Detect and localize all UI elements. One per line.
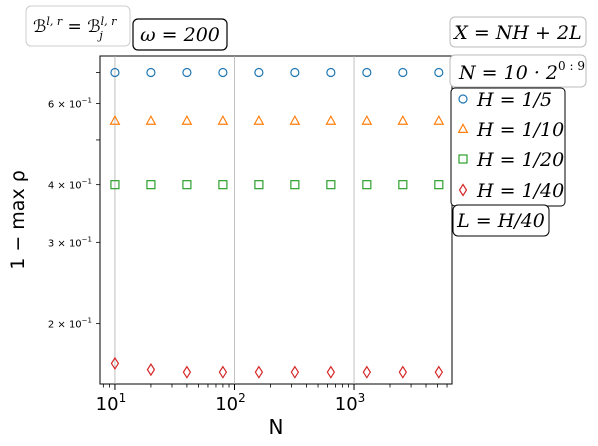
x-tick-label: 101 [96,391,127,415]
data-point [290,180,300,190]
data-point [290,67,300,78]
data-point [326,67,336,78]
data-point [326,180,336,190]
data-point [146,180,156,190]
data-point [218,180,228,190]
data-point [145,114,157,125]
data-point [182,180,192,190]
axes: 101 102 103 6 × 10−1 4 × 10−1 3 × 10−1 2 × 10−… [48,72,448,415]
data-point [110,180,120,190]
legend-item: H = 1/5 [458,89,552,111]
legend-marker [457,123,469,133]
data-point [109,114,121,125]
x-formula-text: X = NH + 2L [452,22,581,44]
data-point [362,67,372,78]
y-tick-label: 2 × 10−1 [48,317,92,331]
legend-marker [458,183,468,197]
series-2 [109,114,445,125]
series-3 [110,180,444,190]
data-point [218,365,228,379]
legend-marker [458,154,468,164]
data-point [361,114,373,125]
data-point [325,114,337,125]
legend-label: H = 1/40 [476,180,564,202]
legend-item: H = 1/40 [458,180,564,202]
data-point [182,365,192,379]
data-point [362,365,372,379]
data-point [398,365,408,379]
data-point [290,365,300,379]
data-point [110,356,120,371]
y-tick-label: 4 × 10−1 [48,178,92,192]
x-tick-label: 103 [335,391,366,415]
l-formula-annotation: L = H/40 [452,204,550,237]
data-point [146,67,156,78]
data-point [289,114,301,125]
legend-label: H = 1/20 [476,149,564,171]
x-formula-annotation: X = NH + 2L [449,16,587,48]
data-point [326,365,336,379]
l-formula-text: L = H/40 [456,210,545,232]
data-point [146,363,156,377]
y-axis-label: 1 − max ρ [7,170,29,270]
legend-marker [458,94,468,104]
legend-item: H = 1/10 [457,119,564,141]
data-point [254,67,264,78]
plot-area [99,55,453,385]
series-markers [109,67,445,379]
data-point [182,67,192,78]
data-point [253,114,265,125]
data-point [434,365,444,379]
series-1 [110,67,444,78]
data-point [217,114,229,125]
y-tick-label: 3 × 10−1 [48,235,92,249]
legend: H = 1/5 H = 1/10 H = 1/20 H = 1/40 [450,87,566,207]
data-point [110,67,120,78]
data-point [434,180,444,190]
omega-annotation: ω = 200 [132,18,228,51]
data-point [398,67,408,78]
series-4 [110,356,444,379]
omega-text: ω = 200 [140,24,220,46]
plot-frame [99,55,453,385]
y-tick-label: 6 × 10−1 [48,96,92,110]
data-point [254,365,264,379]
data-point [433,114,445,125]
data-point [254,180,264,190]
data-point [181,114,193,125]
legend-label: H = 1/5 [476,89,552,111]
x-axis-label: N [269,415,284,439]
data-point [397,114,409,125]
x-tick-label: 102 [215,391,246,415]
legend-label: H = 1/10 [476,119,564,141]
n-formula-annotation: N = 10 · 20 : 9 [449,54,587,88]
legend-item: H = 1/20 [458,149,564,171]
data-point [434,67,444,78]
data-point [362,180,372,190]
data-point [218,67,228,78]
grid-lines [114,56,355,384]
data-point [398,180,408,190]
